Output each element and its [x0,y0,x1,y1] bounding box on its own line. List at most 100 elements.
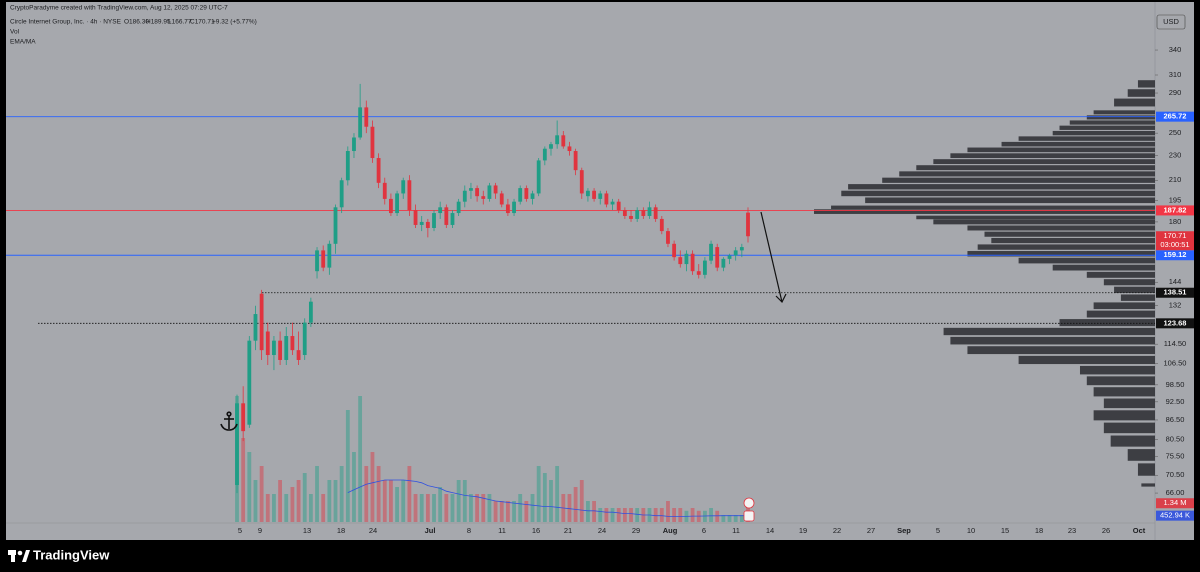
profile-bar [1103,422,1155,434]
candle-body [333,207,338,244]
profile-bar [1114,286,1155,293]
candle-body [327,243,332,268]
x-tick-label: Aug [663,526,678,535]
x-tick-label: 21 [564,526,572,535]
profile-bar [1127,449,1155,461]
volume-bar [475,494,480,522]
profile-bar [1052,130,1155,136]
candle-body [592,190,596,199]
y-tick-label: 114.50 [1164,339,1186,348]
volume-bar [302,473,307,522]
profile-bar [899,171,1155,177]
volume-bar [278,480,283,522]
brand: TradingView [33,547,110,562]
x-tick-label: 19 [799,526,807,535]
candle-body [684,253,689,265]
candle-body [259,293,264,351]
candle-body [721,258,726,268]
profile-bar [916,215,1155,220]
volume-bar [616,508,621,522]
volume-bar [733,515,738,522]
candle-body [481,196,486,199]
profile-bar [991,237,1155,244]
profile-bar [831,205,1155,210]
profile-bar [848,184,1155,190]
candle-body [536,160,541,194]
volume-bar [727,515,732,522]
profile-bar [1069,120,1155,125]
candle-body [530,193,535,199]
volume-tag [1156,498,1194,509]
volume-bar [456,480,461,522]
axes: 340310290250230210195180144132114.50106.… [238,45,1194,535]
volume-bar [469,494,473,522]
price-tag [1156,205,1194,216]
volume-bar [438,487,443,522]
profile-bar [1018,355,1155,365]
indicator: EMA/MA [10,39,36,46]
volume-bar [370,452,375,522]
profile-bar [1114,98,1155,107]
profile-bar [1110,435,1155,447]
candle-body [401,180,406,194]
y-tick-label: 144 [1169,277,1182,286]
candle-body [647,207,652,216]
candle-body [641,210,646,216]
x-tick-label: 23 [1068,526,1076,535]
volume-bar [345,410,350,522]
candle-body [352,137,356,152]
price-tag [1156,318,1194,329]
volume-bar [715,510,720,522]
candle-body [235,403,239,486]
volume-bar [401,480,406,522]
profile-bar [967,147,1155,153]
x-tick-label: 18 [337,526,345,535]
volume-bar [296,480,301,522]
candle-body [241,403,246,432]
y-tick-label: 66.00 [1166,488,1185,497]
candle-body [487,185,492,199]
volume-bar [315,466,319,522]
candle-body [247,340,252,425]
volume-bar [604,508,609,522]
volume-bar [308,494,313,522]
profile-bar [977,244,1155,250]
candle-body [659,218,664,232]
x-tick-label: 5 [936,526,940,535]
credit: CryptoParadyme created with TradingView.… [10,5,228,12]
currency-box [1156,14,1186,30]
candle-body [290,336,295,351]
candle-body [549,144,553,149]
y-tick-label: 195 [1169,195,1182,204]
price-tag [1156,287,1194,298]
profile-bar [1137,80,1155,88]
volume-bar [407,466,412,522]
y-tick-label: 80.50 [1166,434,1185,443]
profile-bar [967,225,1155,231]
x-tick-label: 26 [1102,526,1110,535]
profile-bar [950,336,1155,345]
volume-bar [709,508,713,522]
y-tick-label: 75.50 [1166,452,1185,461]
candle-body [450,213,455,225]
ohlc-low: L166.77 [168,19,192,26]
volume-bar [352,452,356,522]
x-tick-label: 6 [702,526,706,535]
candle-body [727,255,732,259]
volume-bar [598,508,603,522]
volume-bar [247,452,252,522]
volume-bar [542,473,547,522]
candle-body [746,212,750,237]
profile-bar [1079,365,1155,375]
ohlc-high: H189.95 [146,19,171,26]
candle-body [573,151,578,171]
candle-body [672,243,677,258]
profile-bar [1018,257,1155,264]
volume-bar [364,466,369,522]
volume-bar [666,501,670,522]
volume-bar [376,466,381,522]
volume-bar [672,508,677,522]
candle-body [308,301,313,323]
volume-bar [536,466,541,522]
